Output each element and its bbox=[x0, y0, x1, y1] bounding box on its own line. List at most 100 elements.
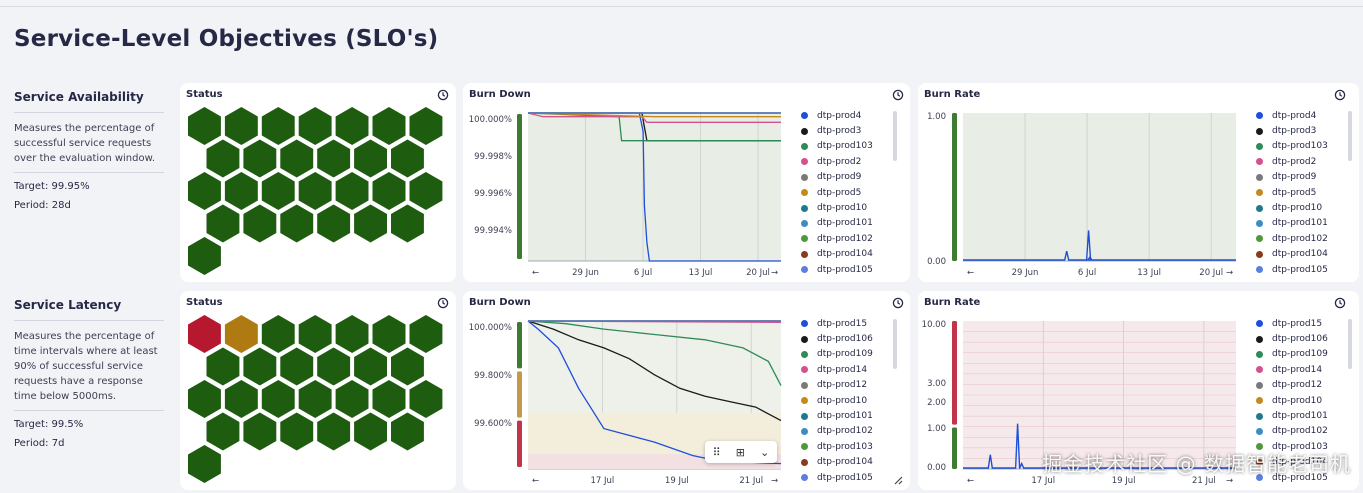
status-hex-good[interactable] bbox=[261, 315, 295, 353]
status-hex-good[interactable] bbox=[188, 445, 221, 483]
status-hex-good[interactable] bbox=[280, 347, 314, 386]
legend-item[interactable]: dtp-prod2 bbox=[1256, 154, 1328, 169]
status-hex-good[interactable] bbox=[335, 315, 369, 353]
legend-item[interactable]: dtp-prod15 bbox=[801, 316, 873, 331]
clock-icon[interactable] bbox=[437, 89, 449, 101]
status-hex-good[interactable] bbox=[206, 139, 240, 178]
legend-item[interactable]: dtp-prod4 bbox=[801, 108, 873, 123]
zoom-select-icon[interactable]: ⊞ bbox=[735, 445, 746, 459]
scroll-right-icon[interactable]: → bbox=[771, 268, 778, 278]
status-hex-good[interactable] bbox=[354, 139, 387, 178]
legend-item[interactable]: dtp-prod103 bbox=[1256, 139, 1328, 154]
status-hex-good[interactable] bbox=[391, 347, 424, 386]
status-hex-good[interactable] bbox=[372, 172, 406, 210]
legend-item[interactable]: dtp-prod105 bbox=[801, 470, 873, 485]
status-hex-bad[interactable] bbox=[188, 315, 221, 353]
status-hex-good[interactable] bbox=[335, 107, 369, 145]
status-hex-good[interactable] bbox=[280, 204, 314, 243]
status-hex-good[interactable] bbox=[224, 172, 258, 210]
legend-scrollbar[interactable] bbox=[1348, 319, 1352, 369]
legend-item[interactable]: dtp-prod14 bbox=[1256, 362, 1328, 377]
legend-item[interactable]: dtp-prod102 bbox=[1256, 424, 1328, 439]
scroll-left-icon[interactable]: ← bbox=[532, 476, 539, 486]
legend-scrollbar[interactable] bbox=[893, 319, 897, 369]
status-hex-good[interactable] bbox=[298, 172, 332, 210]
status-hex-good[interactable] bbox=[391, 139, 424, 178]
series-line-dtp-prod15[interactable] bbox=[963, 423, 1236, 469]
legend-item[interactable]: dtp-prod10 bbox=[1256, 393, 1328, 408]
legend-item[interactable]: dtp-prod104 bbox=[1256, 455, 1328, 470]
status-hex-good[interactable] bbox=[243, 204, 277, 243]
legend-item[interactable]: dtp-prod102 bbox=[801, 424, 873, 439]
legend-item[interactable]: dtp-prod101 bbox=[801, 216, 873, 231]
legend-item[interactable]: dtp-prod10 bbox=[801, 393, 873, 408]
status-hex-warn[interactable] bbox=[224, 315, 258, 353]
status-hex-good[interactable] bbox=[243, 347, 277, 386]
clock-icon[interactable] bbox=[892, 89, 904, 101]
burn-rate-chart[interactable]: 29 Jun 6 Jul 13 Jul 20 Jul ← → 1.00 0.00 bbox=[918, 103, 1248, 281]
legend-item[interactable]: dtp-prod104 bbox=[801, 247, 873, 262]
status-hex-good[interactable] bbox=[354, 412, 387, 451]
status-hex-good[interactable] bbox=[317, 204, 351, 243]
status-hex-good[interactable] bbox=[409, 315, 443, 353]
legend-item[interactable]: dtp-prod12 bbox=[801, 378, 873, 393]
legend-item[interactable]: dtp-prod5 bbox=[1256, 185, 1328, 200]
legend-item[interactable]: dtp-prod14 bbox=[801, 362, 873, 377]
status-hex-good[interactable] bbox=[206, 412, 240, 451]
chevron-down-icon[interactable]: ⌄ bbox=[760, 445, 770, 459]
status-hex-good[interactable] bbox=[372, 315, 406, 353]
legend-item[interactable]: dtp-prod9 bbox=[1256, 170, 1328, 185]
legend-item[interactable]: dtp-prod104 bbox=[1256, 247, 1328, 262]
series-line-dtp-prod4[interactable] bbox=[963, 230, 1236, 261]
scroll-right-icon[interactable]: → bbox=[1226, 268, 1233, 278]
status-hex-good[interactable] bbox=[372, 380, 406, 418]
status-hex-good[interactable] bbox=[224, 107, 258, 145]
legend-item[interactable]: dtp-prod101 bbox=[1256, 408, 1328, 423]
series-line-dtp-prod106[interactable] bbox=[527, 320, 782, 422]
legend-item[interactable]: dtp-prod101 bbox=[801, 408, 873, 423]
legend-item[interactable]: dtp-prod9 bbox=[801, 170, 873, 185]
status-hex-good[interactable] bbox=[261, 172, 295, 210]
clock-icon[interactable] bbox=[437, 297, 449, 309]
legend-item[interactable]: dtp-prod105 bbox=[1256, 262, 1328, 277]
status-hex-good[interactable] bbox=[188, 380, 221, 418]
status-hex-good[interactable] bbox=[298, 380, 332, 418]
status-hex-good[interactable] bbox=[280, 412, 314, 451]
status-hex-good[interactable] bbox=[188, 107, 221, 145]
resize-handle-icon[interactable] bbox=[893, 475, 903, 485]
legend-item[interactable]: dtp-prod2 bbox=[801, 154, 873, 169]
status-hex-good[interactable] bbox=[206, 347, 240, 386]
status-hex-good[interactable] bbox=[391, 204, 424, 243]
status-hex-good[interactable] bbox=[317, 347, 351, 386]
status-hex-good[interactable] bbox=[391, 412, 424, 451]
legend-item[interactable]: dtp-prod104 bbox=[801, 455, 873, 470]
legend-item[interactable]: dtp-prod3 bbox=[801, 123, 873, 138]
legend-item[interactable]: dtp-prod103 bbox=[801, 139, 873, 154]
burn-rate-chart[interactable]: 17 Jul 19 Jul 21 Jul ← → 10.00 3.00 2.00 1.00 0.0… bbox=[918, 311, 1248, 489]
status-hex-good[interactable] bbox=[243, 412, 277, 451]
legend-item[interactable]: dtp-prod106 bbox=[801, 331, 873, 346]
drag-handle-icon[interactable]: ⠿ bbox=[712, 445, 721, 459]
series-line-dtp-prod5[interactable] bbox=[527, 112, 781, 118]
legend-item[interactable]: dtp-prod105 bbox=[1256, 470, 1328, 485]
legend-item[interactable]: dtp-prod109 bbox=[801, 347, 873, 362]
scroll-left-icon[interactable]: ← bbox=[532, 268, 539, 278]
status-hex-good[interactable] bbox=[206, 204, 240, 243]
status-hex-good[interactable] bbox=[317, 139, 351, 178]
legend-scrollbar[interactable] bbox=[1348, 111, 1352, 161]
status-hex-good[interactable] bbox=[335, 172, 369, 210]
legend-item[interactable]: dtp-prod10 bbox=[801, 200, 873, 215]
status-hex-good[interactable] bbox=[354, 347, 387, 386]
status-hex-good[interactable] bbox=[298, 315, 332, 353]
scroll-left-icon[interactable]: ← bbox=[967, 476, 974, 486]
legend-item[interactable]: dtp-prod109 bbox=[1256, 347, 1328, 362]
legend-item[interactable]: dtp-prod103 bbox=[801, 439, 873, 454]
legend-item[interactable]: dtp-prod4 bbox=[1256, 108, 1328, 123]
status-hex-good[interactable] bbox=[261, 107, 295, 145]
clock-icon[interactable] bbox=[892, 297, 904, 309]
legend-item[interactable]: dtp-prod3 bbox=[1256, 123, 1328, 138]
burn-down-chart[interactable]: 29 Jun 6 Jul 13 Jul 20 Jul ← → 100.000% 99.998%… bbox=[463, 103, 793, 281]
clock-icon[interactable] bbox=[1334, 89, 1346, 101]
series-line-dtp-prod109[interactable] bbox=[527, 320, 782, 386]
status-hex-good[interactable] bbox=[354, 204, 387, 243]
